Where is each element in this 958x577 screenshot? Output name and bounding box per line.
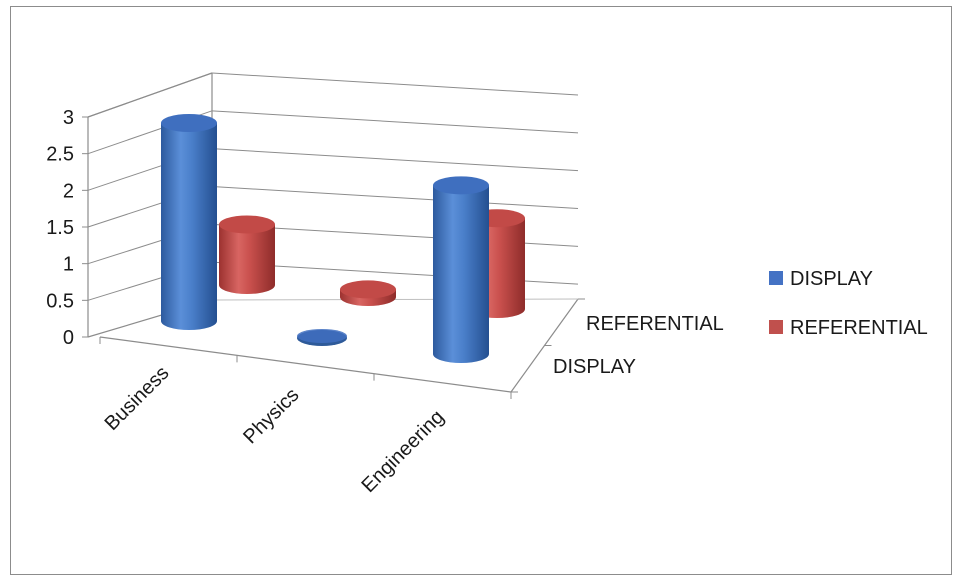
x-tick-label: Physics	[239, 384, 303, 448]
x-tick-label: Business	[101, 362, 174, 435]
axis-ticks	[82, 116, 585, 399]
cylinder-top	[433, 176, 489, 195]
cylinder-display-engineering	[433, 176, 489, 363]
y-axis-tick-labels: 0 0.5 1 1.5 2 2.5 3	[46, 107, 74, 349]
x-axis-tick-labels: Business Physics Engineering	[101, 362, 449, 497]
legend-swatch	[769, 320, 783, 334]
cylinder-display-physics	[297, 329, 347, 346]
legend-label: DISPLAY	[790, 268, 873, 290]
y-tick-label: 2.5	[46, 144, 74, 166]
y-tick-label: 0.5	[46, 290, 74, 312]
depth-label: DISPLAY	[553, 356, 636, 378]
y-tick-label: 2	[63, 180, 74, 202]
cylinder-referential-physics	[340, 280, 396, 306]
cylinder-top	[219, 215, 275, 234]
cylinder-body	[161, 123, 217, 330]
y-tick-label: 1.5	[46, 217, 74, 239]
y-tick-label: 1	[63, 254, 74, 276]
y-tick-label: 3	[63, 107, 74, 129]
legend-swatch	[769, 271, 783, 285]
legend-item: DISPLAY	[769, 268, 873, 290]
cylinder-top	[297, 329, 347, 343]
legend: DISPLAY REFERENTIAL	[769, 268, 928, 339]
gridline-back	[211, 72, 579, 96]
cylinder-body	[433, 185, 489, 363]
cylinder-body	[219, 224, 275, 294]
cylinder-top	[161, 114, 217, 132]
legend-label: REFERENTIAL	[790, 317, 928, 339]
y-tick-label: 0	[63, 327, 74, 349]
depth-label: REFERENTIAL	[586, 313, 724, 335]
cylinder-referential-business	[219, 215, 275, 294]
gridline-back	[211, 186, 579, 209]
gridline-back	[211, 148, 579, 172]
cylinder-display-business	[161, 114, 217, 330]
gridline-back	[211, 110, 579, 134]
cylinders	[161, 114, 525, 363]
depth-axis-labels: DISPLAY REFERENTIAL	[553, 313, 724, 378]
legend-item: REFERENTIAL	[769, 317, 928, 339]
cylinder-top	[340, 280, 396, 299]
x-tick-label: Engineering	[357, 406, 448, 497]
